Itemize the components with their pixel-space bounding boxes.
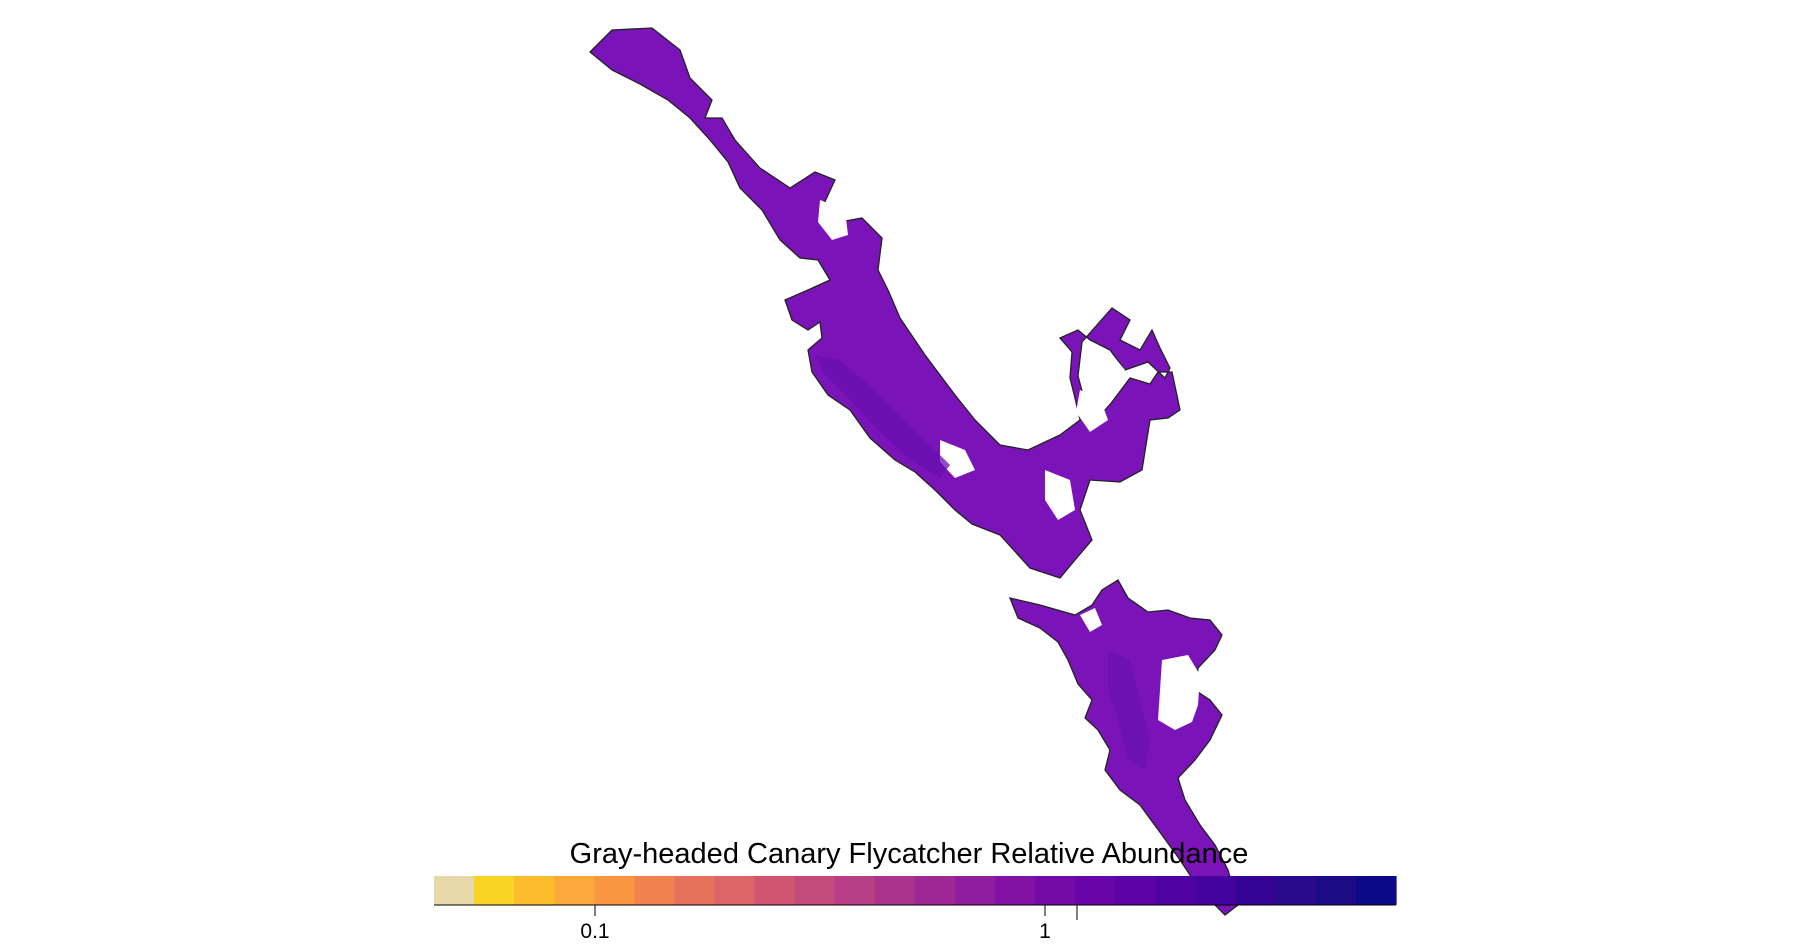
range-south-darker-core: [1108, 650, 1150, 770]
legend-bin-20: [1235, 876, 1277, 905]
legend-bin-22: [1315, 876, 1357, 905]
legend-bin-8: [754, 876, 796, 905]
legend-bin-17: [1115, 876, 1157, 905]
legend-color-bar: [434, 876, 1397, 905]
legend-bin-6: [674, 876, 716, 905]
legend-bin-7: [714, 876, 756, 905]
range-north-gap-2: [940, 440, 975, 478]
legend-bin-15: [1035, 876, 1076, 905]
legend-bin-4: [594, 876, 636, 905]
legend-bin-14: [995, 876, 1036, 905]
range-north-darker-core: [815, 355, 950, 478]
range-south-gap-2: [1080, 608, 1102, 632]
range-north-gap-4: [1090, 342, 1125, 392]
range-south: [1008, 579, 1239, 916]
legend-bin-5: [634, 876, 676, 905]
legend-bin-19: [1195, 876, 1237, 905]
legend-bin-13: [955, 876, 996, 905]
range-north: [589, 27, 1181, 579]
legend-bin-2: [514, 876, 555, 905]
legend-bin-3: [554, 876, 595, 905]
legend-bin-12: [915, 876, 956, 905]
legend-bin-10: [834, 876, 876, 905]
legend-title: Gray-headed Canary Flycatcher Relative A…: [569, 838, 1249, 870]
range-north-gap-3: [1076, 390, 1108, 432]
legend-bin-1: [474, 876, 515, 905]
legend-tick-label-1: 1: [1039, 920, 1051, 943]
legend-bin-0: [434, 876, 475, 905]
legend-bin-23: [1355, 876, 1397, 905]
legend-bin-21: [1275, 876, 1317, 905]
range-north-gap-1: [818, 200, 848, 240]
range-north-gap-5: [1045, 470, 1075, 520]
legend-bin-9: [794, 876, 836, 905]
legend-bin-16: [1075, 876, 1117, 905]
legend-bin-18: [1155, 876, 1197, 905]
legend-tick-label-0.1: 0.1: [580, 920, 610, 943]
legend-bin-11: [874, 876, 916, 905]
range-south-gap-main: [1158, 655, 1200, 730]
range-north-outline: [589, 27, 1181, 579]
